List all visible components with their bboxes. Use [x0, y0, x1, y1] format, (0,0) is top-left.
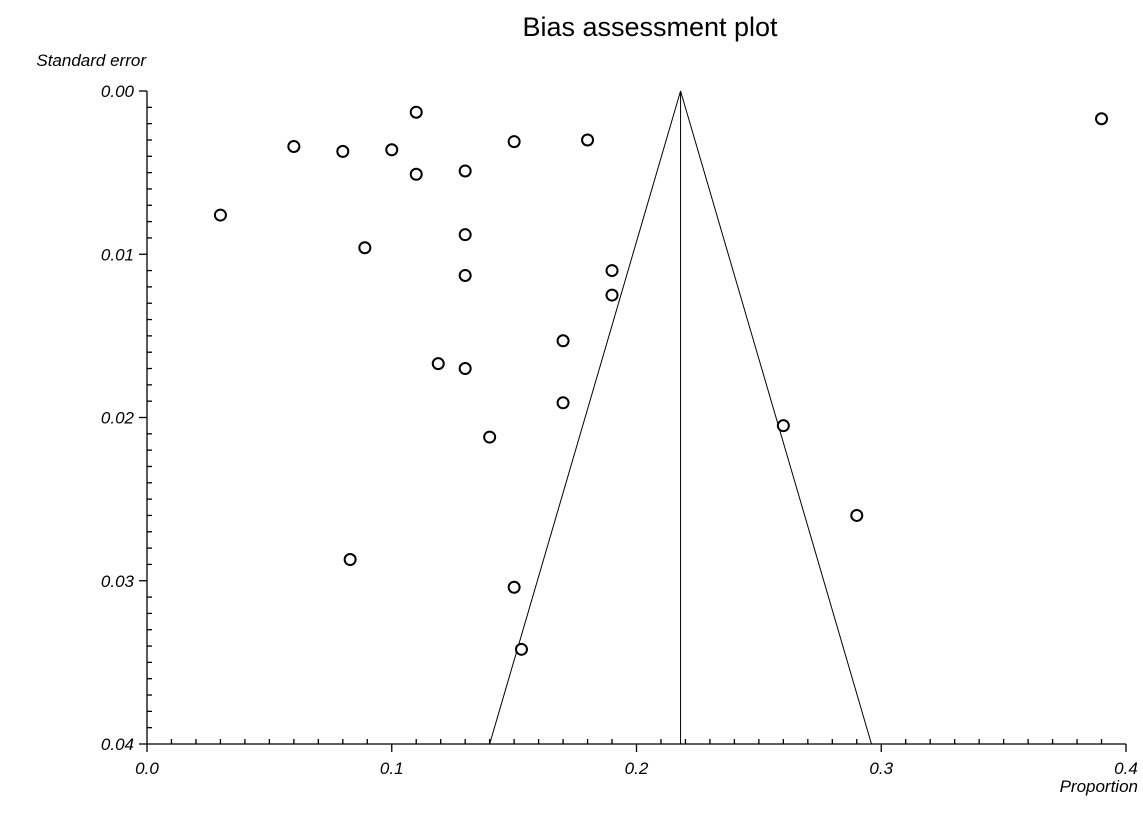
- study-point: [409, 167, 423, 181]
- study-point: [458, 228, 472, 242]
- chart-title: Bias assessment plot: [522, 12, 778, 42]
- study-point: [458, 362, 472, 376]
- x-tick-label: 0.4: [1114, 759, 1138, 778]
- study-point: [458, 164, 472, 178]
- data-points: [213, 105, 1109, 656]
- y-tick-label: 0.04: [101, 735, 134, 754]
- x-tick-label: 0.2: [625, 759, 649, 778]
- study-point: [850, 508, 864, 522]
- study-point: [1095, 112, 1109, 126]
- study-point: [409, 105, 423, 119]
- y-axis-label: Standard error: [36, 51, 147, 70]
- study-point: [605, 288, 619, 302]
- y-tick-label: 0.01: [101, 245, 134, 264]
- study-point: [483, 430, 497, 444]
- funnel-region: [489, 90, 872, 745]
- study-point: [431, 357, 445, 371]
- study-point: [581, 133, 595, 147]
- study-point: [287, 140, 301, 154]
- x-tick-label: 0.1: [380, 759, 404, 778]
- study-point: [336, 144, 350, 158]
- study-point: [213, 208, 227, 222]
- study-point: [507, 135, 521, 149]
- y-tick-label: 0.02: [101, 409, 135, 428]
- funnel-right-line: [680, 90, 872, 745]
- y-tick-label: 0.00: [101, 82, 135, 101]
- y-axis-ticks: 0.00 0.01 0.02 0.03 0.04: [101, 82, 152, 754]
- x-tick-label: 0.0: [135, 759, 159, 778]
- study-point: [556, 334, 570, 348]
- study-point: [514, 642, 528, 656]
- funnel-left-line: [489, 90, 682, 745]
- study-point: [776, 419, 790, 433]
- study-point: [343, 553, 357, 567]
- study-point: [458, 268, 472, 282]
- x-axis-label: Proportion: [1060, 777, 1138, 796]
- study-point: [605, 264, 619, 278]
- study-point: [358, 241, 372, 255]
- study-point: [507, 580, 521, 594]
- study-point: [385, 143, 399, 157]
- x-tick-label: 0.3: [869, 759, 893, 778]
- study-point: [556, 396, 570, 410]
- x-axis-ticks: 0.0 0.1 0.2 0.3 0.4: [135, 739, 1138, 778]
- y-tick-label: 0.03: [101, 572, 135, 591]
